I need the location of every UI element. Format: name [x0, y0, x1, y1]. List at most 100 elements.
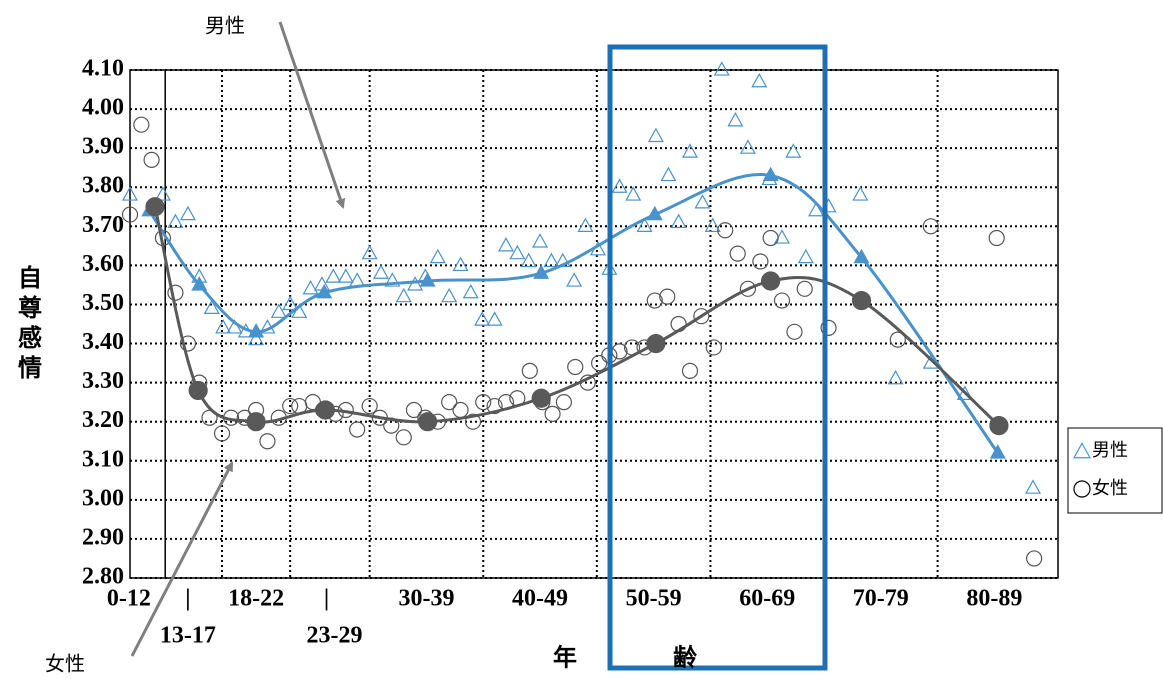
circle-marker	[989, 416, 1009, 436]
triangle-marker	[121, 186, 139, 201]
triangle-marker	[337, 268, 354, 283]
triangle-marker	[509, 244, 526, 260]
circle-marker	[282, 397, 299, 415]
circle-marker	[591, 354, 608, 372]
triangle-marker	[762, 166, 779, 182]
circle-marker	[133, 116, 150, 133]
triangle-marker	[248, 330, 265, 346]
circle-marker	[464, 413, 482, 430]
x-tick-label: 50-59	[626, 586, 682, 612]
triangle-marker	[739, 139, 756, 154]
circle-marker	[820, 319, 837, 337]
circle-marker	[567, 358, 584, 376]
triangle-marker	[167, 213, 184, 229]
triangle-marker	[191, 276, 208, 291]
circle-marker	[681, 362, 699, 379]
x-tick-label: 13-17	[160, 623, 216, 649]
triangle-marker	[681, 143, 698, 158]
circle-marker	[796, 280, 813, 297]
triangle-marker	[474, 311, 491, 326]
circle-marker	[145, 197, 165, 217]
triangle-marker	[282, 295, 299, 311]
triangle-marker	[1072, 442, 1092, 459]
triangle-marker	[751, 72, 768, 88]
triangle-marker	[429, 248, 446, 264]
circle-marker	[729, 245, 746, 262]
y-tick-label: 3.00	[82, 485, 124, 511]
triangle-marker	[704, 217, 721, 232]
circle-marker	[121, 206, 139, 223]
x-tick-label: 23-29	[306, 623, 362, 649]
circle-marker	[246, 412, 266, 432]
circle-marker	[889, 331, 906, 348]
x-tick-label: 18-22	[228, 586, 284, 612]
triangle-marker	[625, 186, 642, 201]
y-tick-label: 3.30	[82, 368, 124, 394]
triangle-marker	[646, 205, 663, 221]
circle-marker	[851, 290, 872, 311]
triangle-marker	[441, 287, 458, 303]
triangle-marker	[852, 186, 869, 201]
plot-frame	[129, 69, 1059, 579]
circle-marker	[361, 397, 378, 415]
triangle-marker	[361, 244, 378, 260]
y-tick-label: 4.10	[82, 56, 124, 82]
circle-marker	[752, 253, 769, 270]
triangle-marker	[325, 268, 342, 283]
grid	[130, 69, 1058, 579]
circle-marker	[705, 339, 722, 356]
triangle-marker	[349, 272, 366, 287]
triangle-marker	[533, 264, 550, 279]
circle-marker	[441, 394, 458, 411]
circle-marker	[213, 425, 231, 442]
annotation: 男性	[205, 14, 245, 38]
y-tick-label: 3.90	[82, 134, 124, 160]
triangle-marker	[270, 303, 287, 318]
triangle-marker	[636, 217, 653, 232]
y-tick-label: 2.90	[82, 524, 124, 550]
circle-marker	[179, 335, 197, 352]
circle-marker	[922, 218, 939, 235]
triangle-marker	[395, 287, 412, 303]
circle-marker	[405, 401, 423, 419]
y-tick-label: 3.60	[82, 251, 124, 277]
circle-marker	[521, 362, 538, 379]
y-axis-title: 自尊感情	[13, 264, 41, 385]
circle-marker	[693, 308, 710, 325]
circle-marker	[143, 151, 160, 168]
circle-marker	[646, 292, 663, 309]
triangle-marker	[670, 213, 687, 229]
x-tick-label: 60-69	[739, 586, 795, 612]
circle-marker	[786, 323, 803, 340]
triangle-marker	[248, 323, 265, 338]
triangle-marker	[215, 319, 232, 334]
x-tick-label: 70-79	[853, 586, 909, 612]
circle-marker	[773, 292, 791, 309]
x-axis-title: 年 齢	[553, 644, 698, 672]
triangle-marker	[611, 178, 628, 193]
circle-marker	[762, 229, 779, 247]
triangle-marker	[808, 201, 825, 217]
triangle-marker	[302, 280, 319, 295]
circle-marker	[646, 333, 666, 354]
annotation-arrow	[278, 21, 346, 209]
x-tick-label: |	[185, 586, 190, 612]
y-tick-label: 2.80	[82, 564, 124, 590]
marks	[121, 61, 1043, 567]
circle-marker	[555, 394, 572, 411]
circle-marker	[739, 280, 757, 297]
legend-label: 女性	[1092, 478, 1128, 499]
circle-marker	[417, 412, 438, 432]
triangle-marker	[1024, 479, 1042, 494]
circle-marker	[475, 394, 492, 411]
circle-marker	[201, 409, 218, 426]
triangle-marker	[419, 272, 436, 287]
y-tick-label: 3.80	[82, 173, 124, 199]
x-tick-label: |	[324, 586, 329, 612]
circle-marker	[349, 421, 366, 438]
circle-marker	[315, 400, 335, 420]
y-tick-label: 3.50	[82, 290, 124, 316]
x-tick-label: 0-12	[107, 586, 151, 612]
circle-marker	[531, 388, 551, 408]
